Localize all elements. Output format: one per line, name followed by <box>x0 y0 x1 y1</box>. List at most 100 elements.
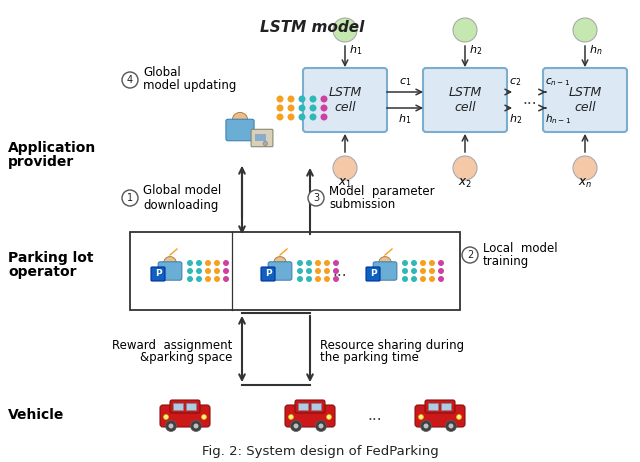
Text: $h_n$: $h_n$ <box>589 43 602 57</box>
Circle shape <box>420 420 431 432</box>
Circle shape <box>315 276 321 282</box>
Circle shape <box>429 260 435 266</box>
Text: $x_1$: $x_1$ <box>338 176 352 189</box>
Text: LSTM model: LSTM model <box>260 20 364 36</box>
Text: Resource sharing during: Resource sharing during <box>320 339 464 352</box>
FancyBboxPatch shape <box>285 405 335 427</box>
Circle shape <box>445 420 456 432</box>
FancyBboxPatch shape <box>425 400 455 413</box>
Text: $h_1$: $h_1$ <box>398 112 412 126</box>
Circle shape <box>297 268 303 274</box>
Circle shape <box>122 190 138 206</box>
Circle shape <box>319 424 323 428</box>
Text: downloading: downloading <box>143 199 218 212</box>
FancyBboxPatch shape <box>160 405 210 427</box>
FancyBboxPatch shape <box>170 400 200 413</box>
Text: $x_n$: $x_n$ <box>578 176 592 189</box>
FancyBboxPatch shape <box>415 405 465 427</box>
Circle shape <box>321 96 328 103</box>
Circle shape <box>298 114 305 121</box>
FancyBboxPatch shape <box>173 403 184 411</box>
Circle shape <box>420 276 426 282</box>
FancyBboxPatch shape <box>158 262 182 280</box>
Text: 3: 3 <box>313 193 319 203</box>
FancyBboxPatch shape <box>268 262 292 280</box>
Text: ...: ... <box>523 92 538 108</box>
Circle shape <box>402 260 408 266</box>
Text: $h_2$: $h_2$ <box>509 112 522 126</box>
Text: submission: submission <box>329 199 396 212</box>
Text: $h_2$: $h_2$ <box>469 43 482 57</box>
Circle shape <box>438 268 444 274</box>
Circle shape <box>214 276 220 282</box>
Circle shape <box>294 424 298 428</box>
Text: Global: Global <box>143 66 180 79</box>
FancyBboxPatch shape <box>312 403 321 411</box>
Circle shape <box>308 190 324 206</box>
Circle shape <box>187 260 193 266</box>
Circle shape <box>297 276 303 282</box>
Circle shape <box>315 260 321 266</box>
Circle shape <box>232 112 248 128</box>
Circle shape <box>187 276 193 282</box>
Circle shape <box>429 276 435 282</box>
Circle shape <box>324 260 330 266</box>
Circle shape <box>289 414 294 419</box>
Circle shape <box>291 420 301 432</box>
FancyBboxPatch shape <box>442 403 451 411</box>
FancyBboxPatch shape <box>226 119 254 141</box>
Text: LSTM
cell: LSTM cell <box>328 86 362 114</box>
Text: $c_{n-1}$: $c_{n-1}$ <box>545 76 570 88</box>
Circle shape <box>333 276 339 282</box>
Text: Model  parameter: Model parameter <box>329 184 435 197</box>
Circle shape <box>573 18 597 42</box>
Text: $c_1$: $c_1$ <box>399 76 411 88</box>
Circle shape <box>276 96 284 103</box>
FancyBboxPatch shape <box>255 134 266 141</box>
FancyBboxPatch shape <box>186 403 196 411</box>
Circle shape <box>315 268 321 274</box>
Circle shape <box>164 256 176 269</box>
Text: Parking lot: Parking lot <box>8 251 93 265</box>
Circle shape <box>166 420 177 432</box>
Text: $c_2$: $c_2$ <box>509 76 521 88</box>
Text: &parking space: &parking space <box>140 352 232 365</box>
Circle shape <box>419 414 424 419</box>
Circle shape <box>453 156 477 180</box>
Text: 2: 2 <box>467 250 473 260</box>
Circle shape <box>205 276 211 282</box>
Text: LSTM
cell: LSTM cell <box>568 86 602 114</box>
Text: P: P <box>155 269 161 279</box>
Text: training: training <box>483 255 529 268</box>
Text: Fig. 2: System design of FedParking: Fig. 2: System design of FedParking <box>202 445 438 458</box>
Circle shape <box>411 260 417 266</box>
Circle shape <box>456 414 461 419</box>
FancyBboxPatch shape <box>261 267 275 281</box>
Circle shape <box>287 96 294 103</box>
Circle shape <box>214 260 220 266</box>
Text: 4: 4 <box>127 75 133 85</box>
Circle shape <box>321 104 328 111</box>
Text: P: P <box>265 269 271 279</box>
Circle shape <box>122 72 138 88</box>
FancyBboxPatch shape <box>151 267 165 281</box>
Circle shape <box>429 268 435 274</box>
Circle shape <box>333 156 357 180</box>
Circle shape <box>324 268 330 274</box>
Circle shape <box>411 276 417 282</box>
Circle shape <box>223 268 229 274</box>
FancyBboxPatch shape <box>423 68 507 132</box>
Circle shape <box>274 256 286 269</box>
Text: LSTM
cell: LSTM cell <box>449 86 482 114</box>
Circle shape <box>193 424 198 428</box>
Circle shape <box>310 104 317 111</box>
Text: $h_1$: $h_1$ <box>349 43 362 57</box>
Circle shape <box>223 276 229 282</box>
Circle shape <box>420 260 426 266</box>
Circle shape <box>191 420 202 432</box>
Circle shape <box>438 260 444 266</box>
Circle shape <box>287 114 294 121</box>
FancyBboxPatch shape <box>303 68 387 132</box>
Circle shape <box>306 276 312 282</box>
Circle shape <box>573 156 597 180</box>
